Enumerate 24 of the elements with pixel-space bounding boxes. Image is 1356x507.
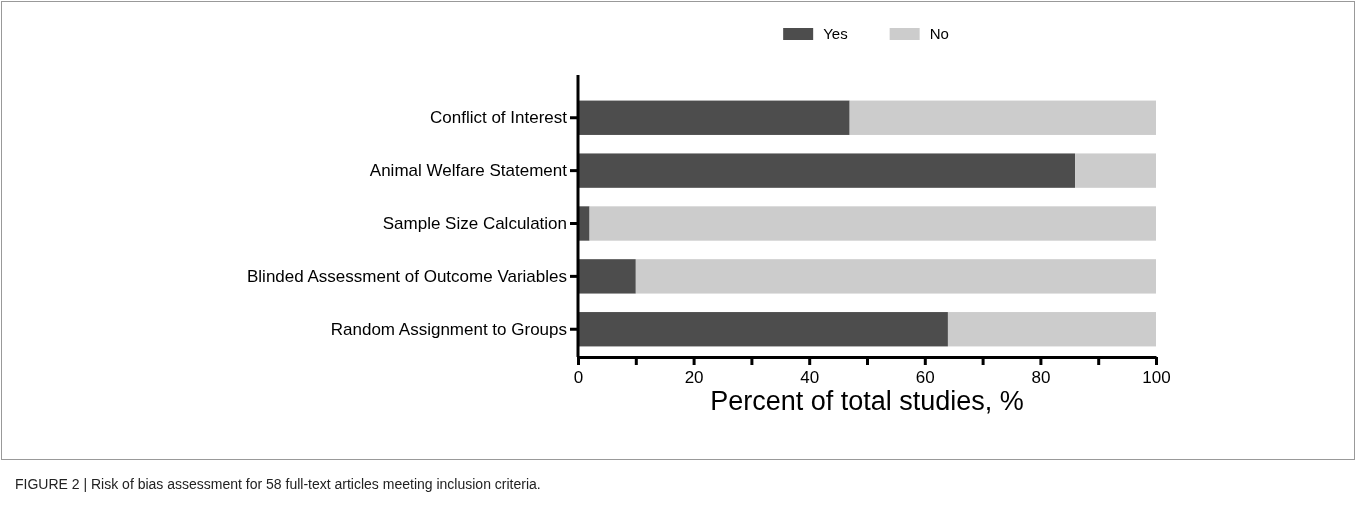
bar (849, 100, 1156, 135)
caption: FIGURE 2 | Risk of bias assessment for 58 full-text articles meeting inclusion criteria. (15, 476, 541, 492)
bar (1075, 153, 1156, 188)
bar (578, 259, 636, 294)
x-tick-label: 60 (915, 368, 935, 388)
bar (578, 312, 948, 347)
bar (578, 100, 850, 135)
x-tick-label: 80 (1031, 368, 1051, 388)
x-tick-label: 40 (800, 368, 820, 388)
y-tick-label: Animal Welfare Statement (369, 161, 568, 181)
bar (578, 153, 1076, 188)
x-axis-title: Percent of total studies, % (710, 386, 1024, 416)
y-tick-label: Random Assignment to Groups (330, 319, 567, 339)
legend-label: No (929, 25, 949, 42)
bar (635, 259, 1156, 294)
x-tick-label: 20 (684, 368, 704, 388)
bar (589, 206, 1156, 241)
bar (947, 312, 1156, 347)
x-tick-label: 100 (1142, 368, 1171, 388)
legend-label: Yes (823, 25, 848, 42)
x-tick-label: 0 (573, 368, 584, 388)
y-tick-label: Blinded Assessment of Outcome Variables (246, 266, 567, 286)
y-tick-label: Sample Size Calculation (382, 213, 567, 233)
y-tick-label: Conflict of Interest (429, 108, 568, 128)
